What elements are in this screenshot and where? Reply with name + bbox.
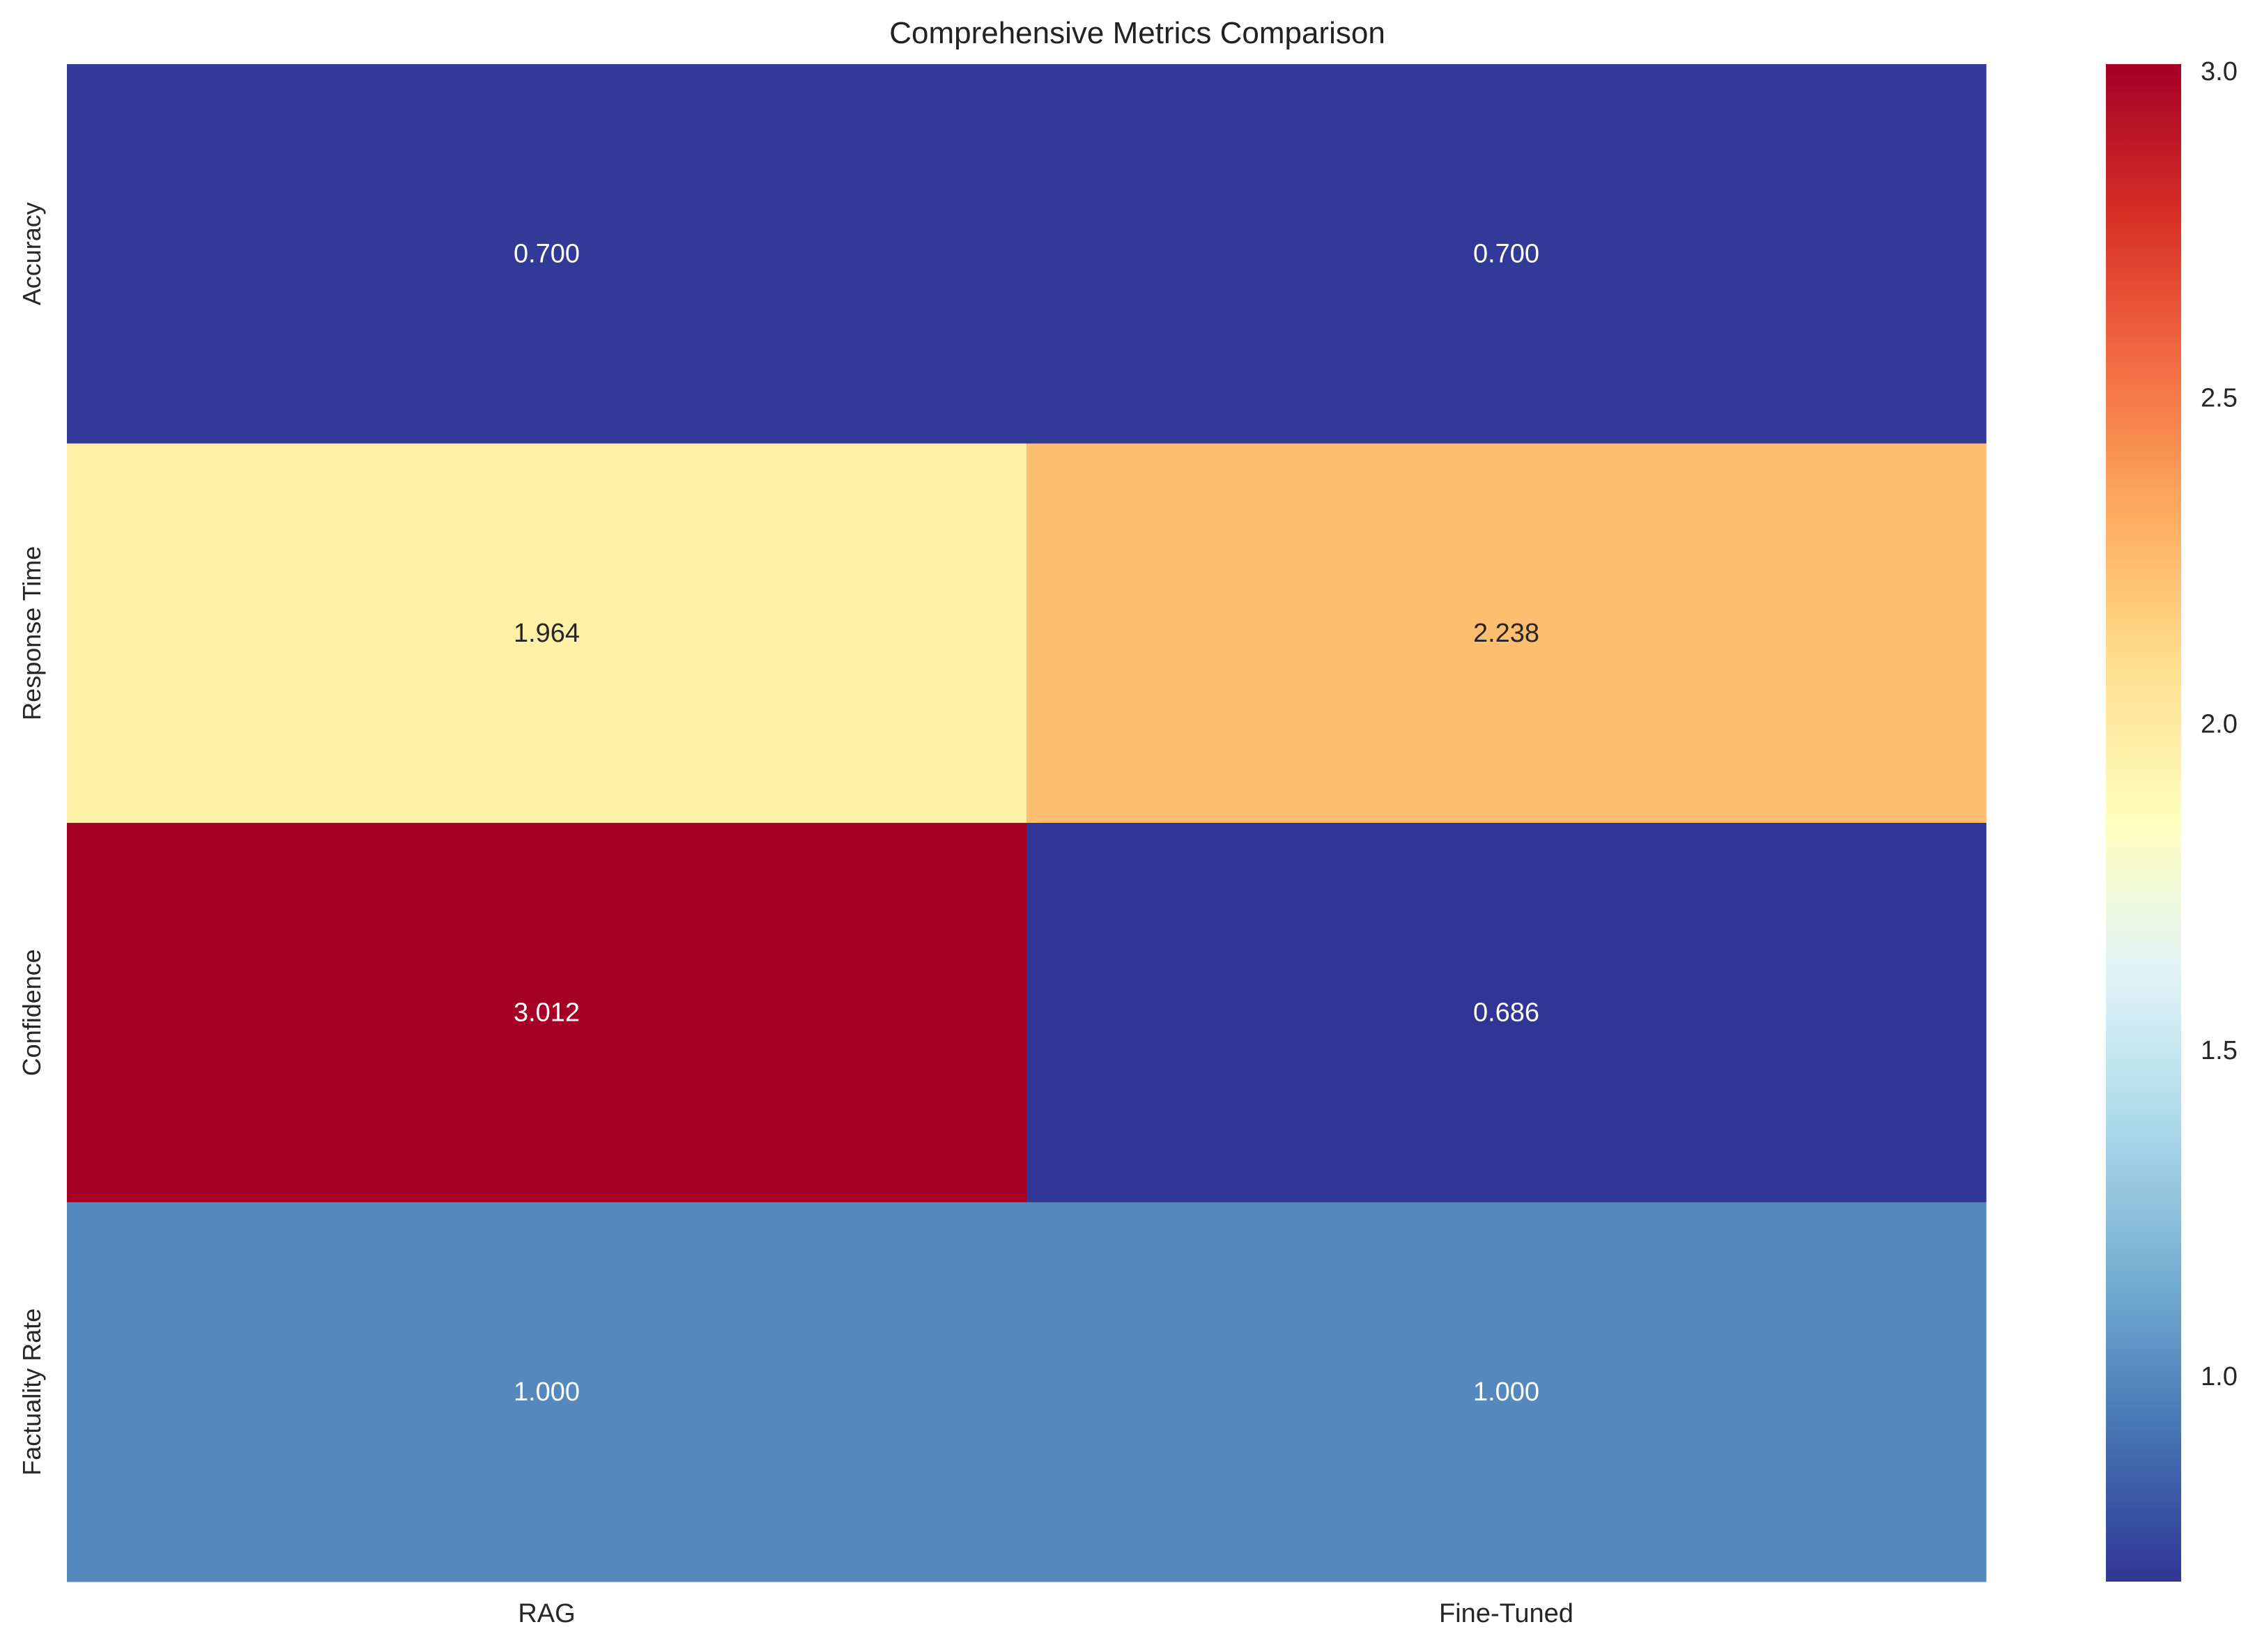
cell-value-label: 0.700 (1473, 239, 1539, 268)
cell-value-label: 0.686 (1473, 998, 1539, 1027)
y-tick-label: Response Time (17, 546, 46, 720)
heatmap-cell (67, 1202, 1027, 1582)
y-axis-tick-labels: Accuracy Response Time Confidence Factualit… (17, 202, 46, 1476)
y-tick-label: Accuracy (17, 202, 46, 305)
heatmap-cell (67, 823, 1027, 1203)
x-axis-tick-labels: RAG Fine-Tuned (518, 1599, 1574, 1628)
x-tick-label: Fine-Tuned (1439, 1599, 1574, 1628)
colorbar-tick-label: 2.0 (2201, 710, 2238, 739)
cell-labels: 0.700 0.700 1.964 2.238 3.012 0.686 1.000 1.000 (514, 239, 1539, 1407)
y-tick-label: Factuality Rate (17, 1309, 46, 1476)
cell-value-label: 1.000 (1473, 1377, 1539, 1407)
colorbar-tick-label: 1.0 (2201, 1362, 2238, 1391)
colorbar-tick-label: 1.5 (2201, 1036, 2238, 1065)
colorbar-gradient (2106, 64, 2181, 1582)
chart-title: Comprehensive Metrics Comparison (889, 16, 1385, 50)
heatmap-cells (67, 64, 1987, 1582)
heatmap-cell (67, 443, 1027, 824)
cell-value-label: 1.964 (514, 619, 580, 648)
y-tick-label: Confidence (17, 949, 46, 1076)
heatmap-cell (1026, 443, 1987, 824)
cell-value-label: 2.238 (1473, 619, 1539, 648)
colorbar-tick-label: 3.0 (2201, 57, 2238, 86)
heatmap-cell (1026, 823, 1987, 1203)
cell-value-label: 3.012 (514, 998, 580, 1027)
heatmap-cell (1026, 64, 1987, 444)
cell-value-label: 0.700 (514, 239, 580, 268)
heatmap-cell (1026, 1202, 1987, 1582)
cell-value-label: 1.000 (514, 1377, 580, 1407)
colorbar-tick-label: 2.5 (2201, 383, 2238, 412)
heatmap-cell (67, 64, 1027, 444)
x-tick-label: RAG (518, 1599, 575, 1628)
colorbar: 1.0 1.5 2.0 2.5 3.0 (2106, 57, 2238, 1582)
